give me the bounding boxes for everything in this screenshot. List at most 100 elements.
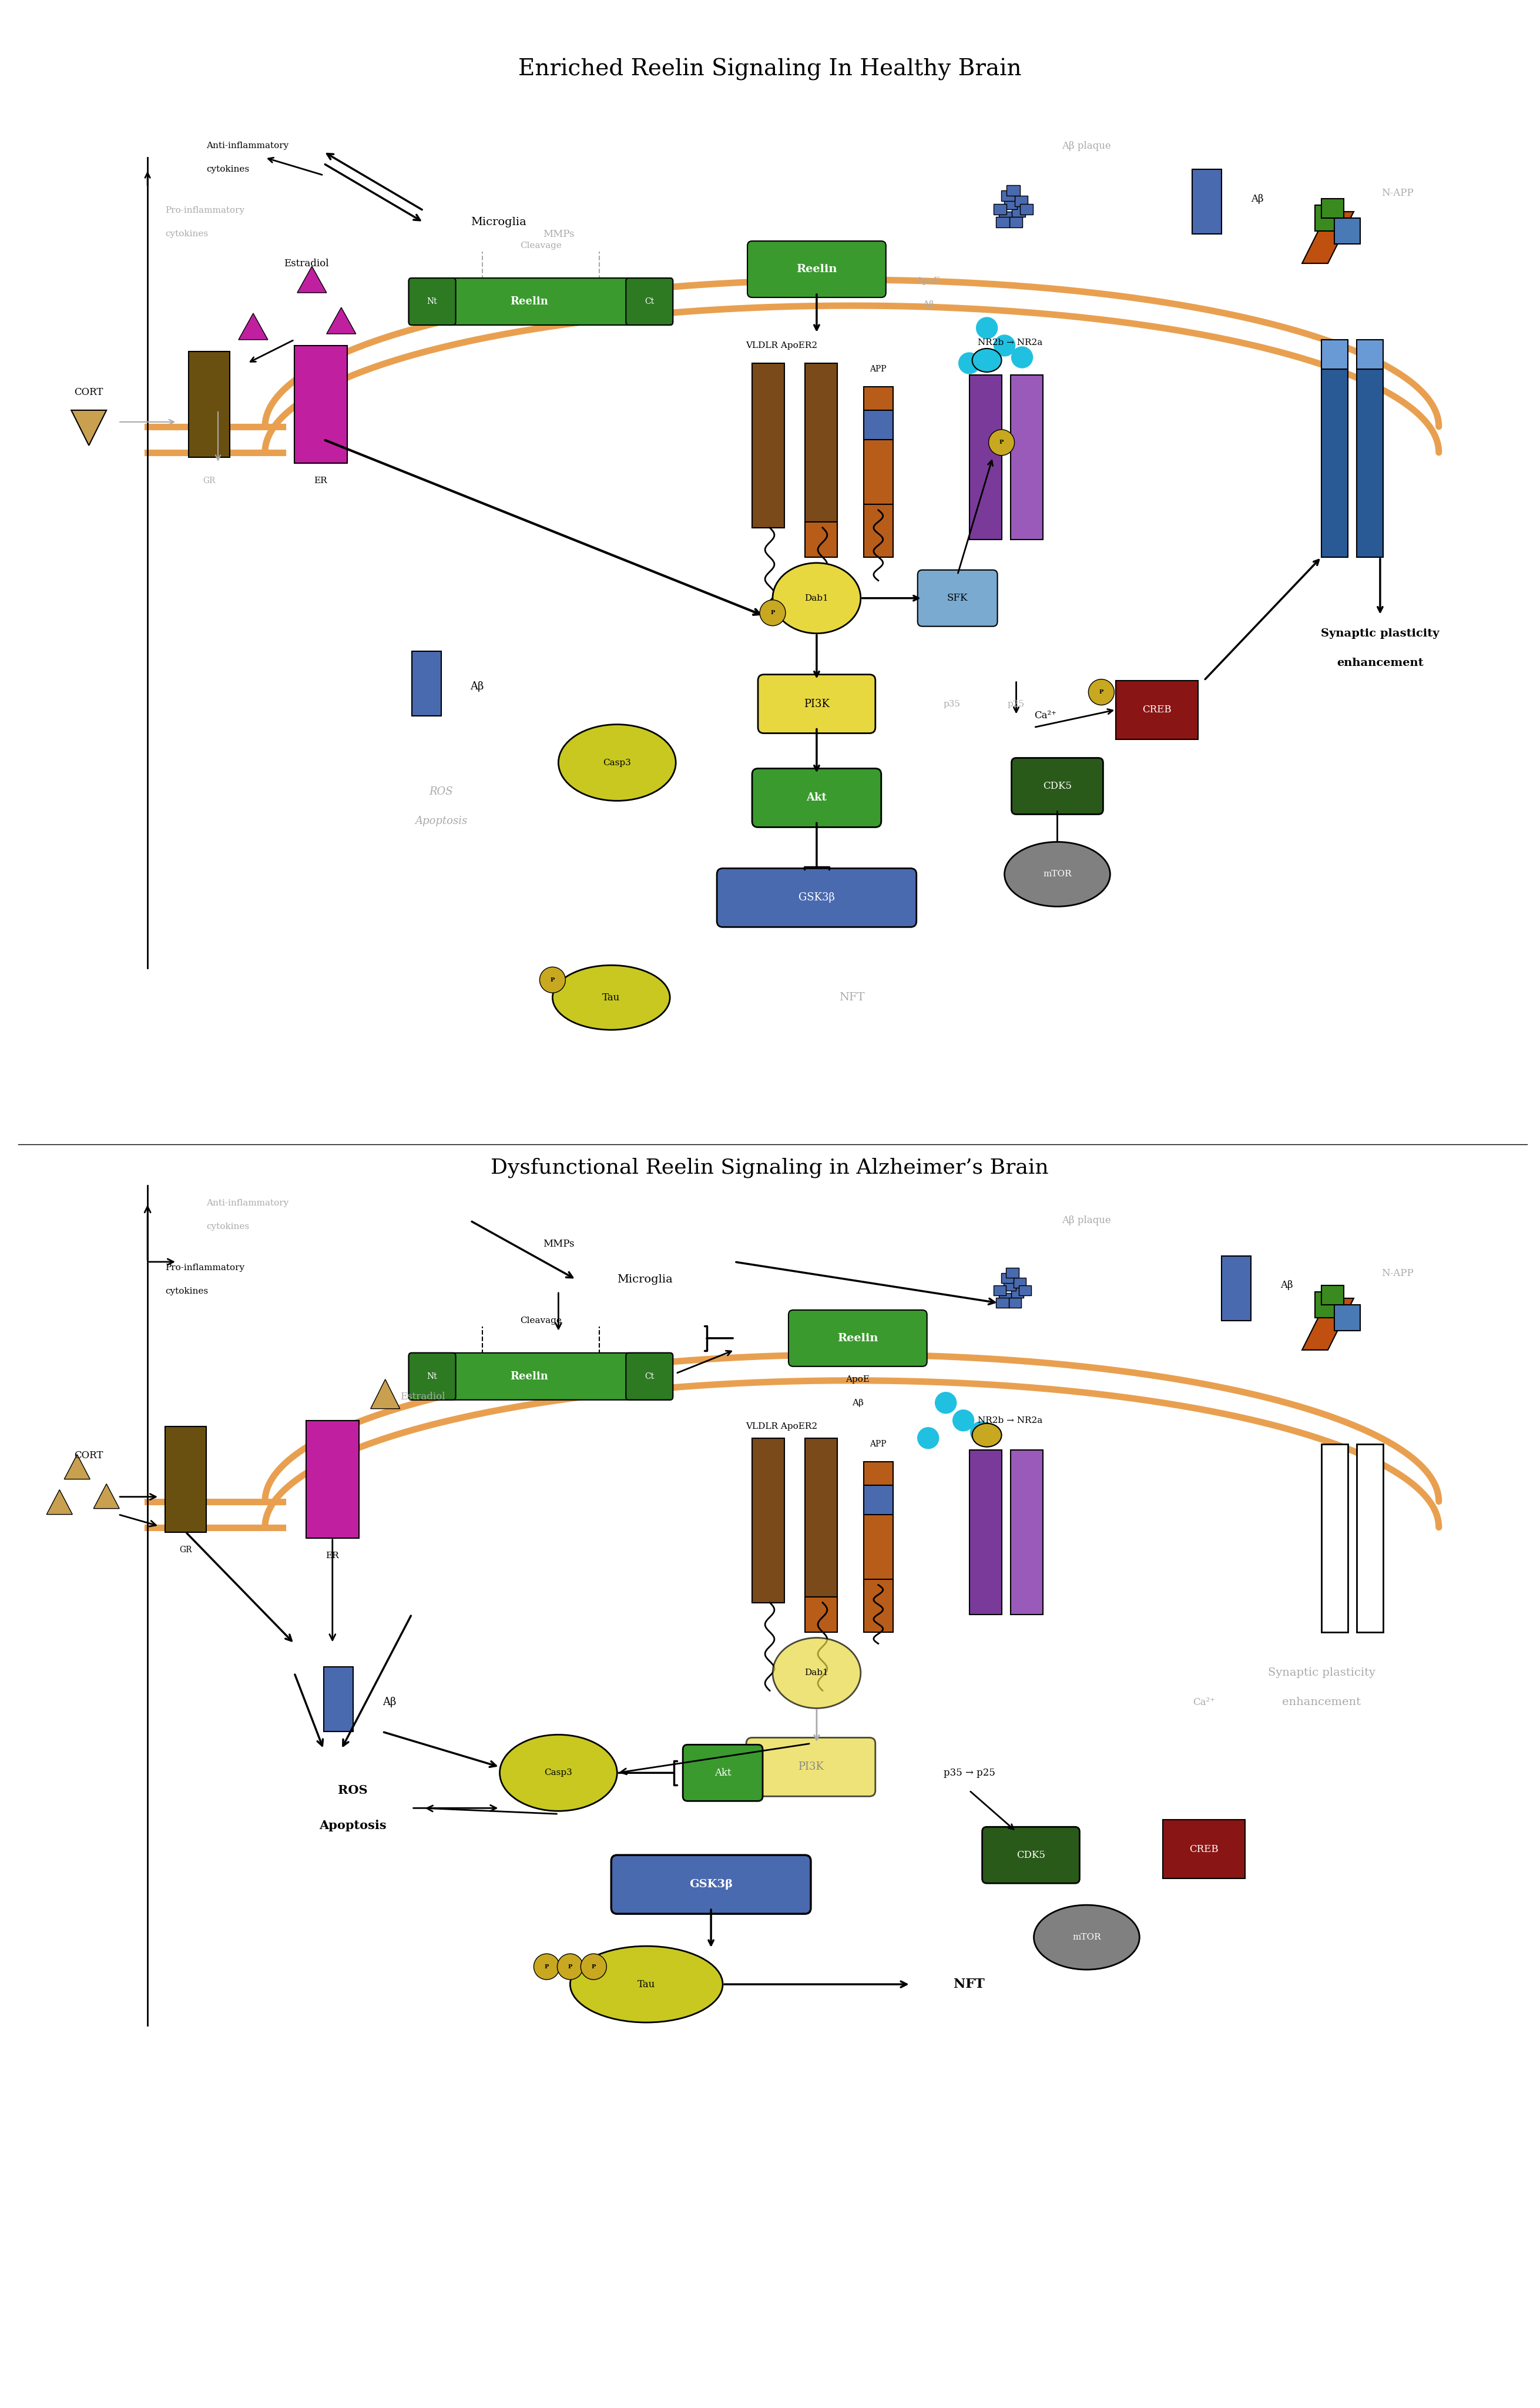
Ellipse shape — [959, 352, 979, 373]
FancyBboxPatch shape — [1321, 340, 1348, 368]
FancyBboxPatch shape — [1357, 340, 1383, 368]
Text: PI3K: PI3K — [804, 698, 830, 710]
FancyBboxPatch shape — [188, 352, 229, 458]
Ellipse shape — [972, 1423, 1001, 1447]
FancyBboxPatch shape — [918, 571, 998, 626]
FancyBboxPatch shape — [1012, 1288, 1024, 1298]
FancyBboxPatch shape — [1013, 1279, 1026, 1288]
Text: Casp3: Casp3 — [604, 759, 631, 766]
Ellipse shape — [1004, 843, 1110, 905]
Text: Aβ: Aβ — [922, 301, 935, 308]
Text: VLDLR ApoER2: VLDLR ApoER2 — [745, 1423, 818, 1430]
Polygon shape — [71, 409, 106, 445]
Text: Pro-inflammatory: Pro-inflammatory — [165, 1264, 245, 1271]
Text: Reelin: Reelin — [510, 1370, 548, 1382]
Text: ApoE: ApoE — [845, 1375, 870, 1385]
FancyBboxPatch shape — [752, 364, 784, 527]
FancyBboxPatch shape — [1006, 1269, 1018, 1279]
Text: cytokines: cytokines — [165, 1288, 208, 1296]
FancyBboxPatch shape — [408, 277, 456, 325]
Text: APP: APP — [870, 366, 887, 373]
FancyBboxPatch shape — [864, 388, 893, 510]
Text: GR: GR — [179, 1546, 192, 1553]
FancyBboxPatch shape — [1357, 1445, 1383, 1633]
FancyBboxPatch shape — [1357, 368, 1383, 556]
FancyBboxPatch shape — [993, 205, 1007, 214]
Text: Akt: Akt — [715, 1767, 731, 1777]
Text: Dysfunctional Reelin Signaling in Alzheimer’s Brain: Dysfunctional Reelin Signaling in Alzhei… — [491, 1158, 1049, 1178]
Text: Estradiol: Estradiol — [283, 258, 328, 267]
FancyBboxPatch shape — [625, 277, 673, 325]
FancyBboxPatch shape — [1015, 195, 1027, 207]
Text: APP: APP — [870, 1440, 887, 1447]
Text: VLDLR ApoER2: VLDLR ApoER2 — [745, 342, 818, 349]
Text: Tau: Tau — [602, 992, 621, 1002]
Text: Ca²⁺: Ca²⁺ — [1194, 1698, 1215, 1707]
Ellipse shape — [918, 1428, 939, 1450]
FancyBboxPatch shape — [805, 1438, 838, 1601]
Text: ER: ER — [326, 1551, 339, 1560]
Text: SFK: SFK — [947, 592, 969, 602]
FancyBboxPatch shape — [165, 1426, 206, 1531]
FancyBboxPatch shape — [718, 869, 916, 927]
Text: CREB: CREB — [1189, 1845, 1218, 1854]
Text: Ca²⁺: Ca²⁺ — [1035, 710, 1056, 720]
Text: N-APP: N-APP — [1381, 188, 1414, 197]
Ellipse shape — [1089, 679, 1115, 706]
Ellipse shape — [559, 725, 676, 802]
Text: p25: p25 — [1007, 701, 1024, 708]
Text: Aβ plaque: Aβ plaque — [1063, 142, 1112, 152]
Text: ROS: ROS — [339, 1784, 368, 1796]
FancyBboxPatch shape — [1004, 1281, 1016, 1291]
Text: Aβ plaque: Aβ plaque — [1063, 1216, 1112, 1226]
FancyBboxPatch shape — [752, 1438, 784, 1601]
FancyBboxPatch shape — [969, 1450, 1001, 1613]
FancyBboxPatch shape — [1334, 1305, 1360, 1332]
Text: Aβ: Aβ — [470, 681, 484, 691]
Text: mTOR: mTOR — [1043, 869, 1072, 879]
FancyBboxPatch shape — [1004, 197, 1016, 209]
FancyBboxPatch shape — [1192, 169, 1221, 234]
FancyBboxPatch shape — [864, 409, 893, 441]
Text: Cleavage: Cleavage — [521, 1317, 562, 1324]
Text: P: P — [1100, 689, 1104, 696]
Text: ApoE: ApoE — [916, 277, 941, 284]
FancyBboxPatch shape — [1321, 368, 1348, 556]
FancyBboxPatch shape — [408, 1353, 456, 1399]
FancyBboxPatch shape — [408, 1353, 673, 1399]
FancyBboxPatch shape — [788, 1310, 927, 1365]
FancyBboxPatch shape — [611, 1854, 810, 1914]
FancyBboxPatch shape — [1163, 1820, 1246, 1878]
Polygon shape — [46, 1491, 72, 1515]
Text: Microglia: Microglia — [470, 217, 527, 226]
FancyBboxPatch shape — [996, 217, 1009, 226]
Text: GSK3β: GSK3β — [690, 1878, 733, 1890]
Text: Tau: Tau — [638, 1979, 656, 1989]
FancyBboxPatch shape — [408, 277, 673, 325]
FancyBboxPatch shape — [993, 1286, 1006, 1296]
Polygon shape — [371, 1380, 400, 1409]
FancyBboxPatch shape — [758, 674, 875, 734]
Text: Apoptosis: Apoptosis — [319, 1820, 387, 1832]
Ellipse shape — [499, 1734, 618, 1811]
FancyBboxPatch shape — [1010, 376, 1043, 539]
Ellipse shape — [1012, 347, 1033, 368]
Text: Nt: Nt — [427, 299, 437, 306]
FancyBboxPatch shape — [306, 1421, 359, 1539]
Ellipse shape — [935, 1392, 956, 1413]
FancyBboxPatch shape — [323, 1666, 353, 1731]
Text: enhancement: enhancement — [1337, 657, 1423, 667]
Polygon shape — [94, 1483, 120, 1507]
FancyBboxPatch shape — [983, 1828, 1080, 1883]
FancyBboxPatch shape — [805, 523, 838, 556]
FancyBboxPatch shape — [1116, 681, 1198, 739]
Ellipse shape — [972, 349, 1001, 371]
Polygon shape — [65, 1454, 89, 1479]
FancyBboxPatch shape — [998, 212, 1012, 222]
Text: N-APP: N-APP — [1381, 1269, 1414, 1279]
FancyBboxPatch shape — [1315, 205, 1341, 231]
FancyBboxPatch shape — [805, 364, 838, 527]
FancyBboxPatch shape — [864, 1486, 893, 1515]
Text: Anti-inflammatory: Anti-inflammatory — [206, 142, 288, 149]
Text: Cleavage: Cleavage — [521, 241, 562, 250]
